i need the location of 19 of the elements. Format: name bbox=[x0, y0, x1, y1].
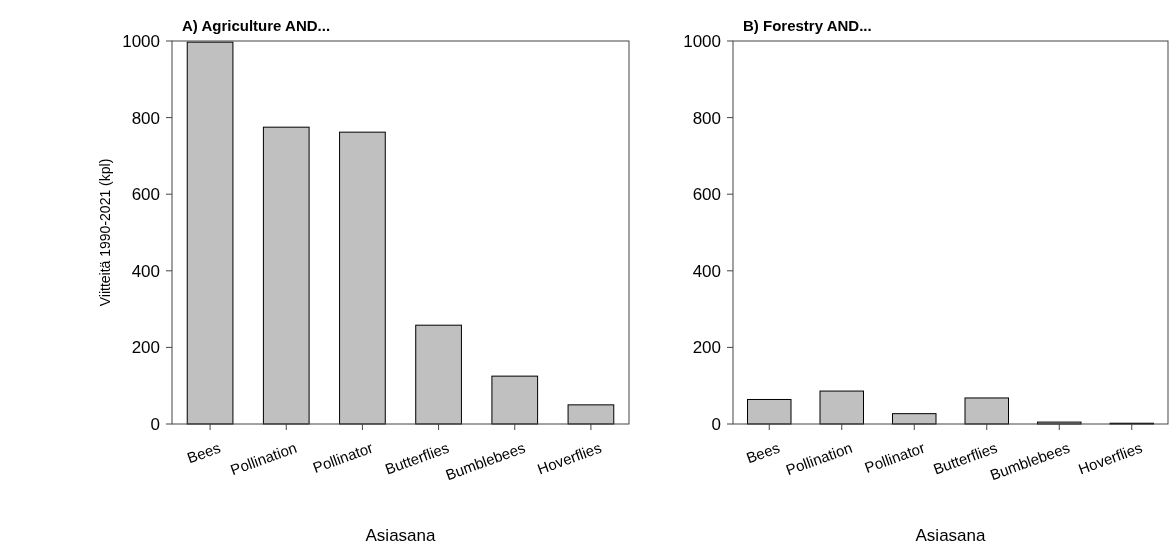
y-tick-label: 200 bbox=[692, 338, 721, 358]
y-tick-label: 400 bbox=[131, 261, 160, 281]
y-tick-label: 0 bbox=[711, 414, 721, 434]
x-tick-label: Bees bbox=[184, 438, 223, 467]
y-tick-label: 600 bbox=[692, 185, 721, 205]
x-axis-title: Asiasana bbox=[365, 526, 437, 545]
chart-title: A) Agriculture AND... bbox=[182, 17, 331, 34]
y-tick-label: 1000 bbox=[683, 31, 721, 51]
y-tick-label: 200 bbox=[131, 338, 160, 358]
x-axis-title: Asiasana bbox=[915, 526, 987, 545]
y-tick-label: 400 bbox=[692, 261, 721, 281]
y-tick-label: 0 bbox=[150, 414, 160, 434]
y-tick-label: 600 bbox=[131, 185, 160, 205]
x-tick-label: Bees bbox=[743, 438, 782, 467]
y-tick-label: 800 bbox=[692, 108, 721, 128]
y-axis-title: Viitteitä 1990-2021 (kpl) bbox=[97, 158, 113, 307]
y-tick-label: 800 bbox=[131, 108, 160, 128]
y-tick-label: 1000 bbox=[122, 31, 160, 51]
chart-title: B) Forestry AND... bbox=[743, 17, 872, 34]
